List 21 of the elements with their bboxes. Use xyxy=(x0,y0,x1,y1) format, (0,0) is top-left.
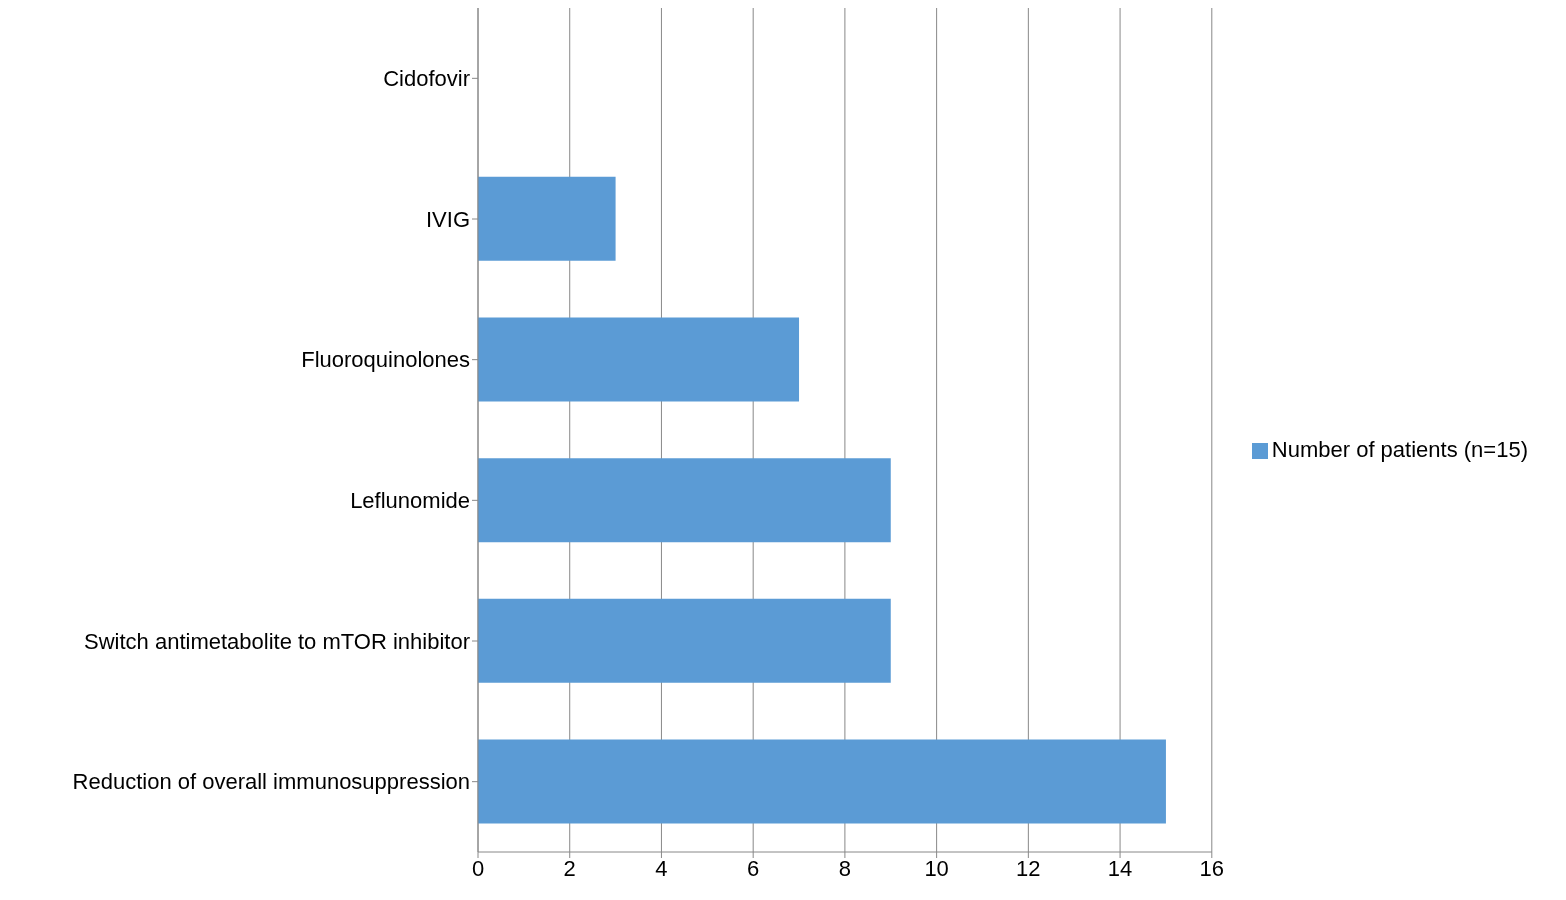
bar xyxy=(478,739,1166,824)
x-tick-label: 16 xyxy=(1199,855,1225,881)
legend-label: Number of patients (n=15) xyxy=(1271,437,1528,462)
y-tick-label: Leflunomide xyxy=(350,488,470,514)
x-tick-label: 12 xyxy=(1016,855,1041,881)
bar xyxy=(478,176,616,261)
bar xyxy=(478,458,891,543)
x-tick-label: 0 xyxy=(471,855,485,881)
y-tick-label: Switch antimetabolite to mTOR inhibitor xyxy=(84,628,470,654)
x-tick-label: 4 xyxy=(655,855,668,881)
y-tick-label: Reduction of overall immunosuppression xyxy=(72,769,470,795)
bar xyxy=(478,598,891,683)
y-tick-label: IVIG xyxy=(425,206,470,232)
y-tick-label: Cidofovir xyxy=(383,66,470,92)
y-tick-label: Fluoroquinolones xyxy=(301,347,470,373)
x-tick-label: 10 xyxy=(924,855,949,881)
x-tick-label: 6 xyxy=(747,855,760,881)
x-tick-label: 8 xyxy=(838,855,852,881)
bar xyxy=(478,317,800,402)
x-tick-label: 2 xyxy=(563,855,576,881)
x-tick-label: 14 xyxy=(1107,855,1133,881)
